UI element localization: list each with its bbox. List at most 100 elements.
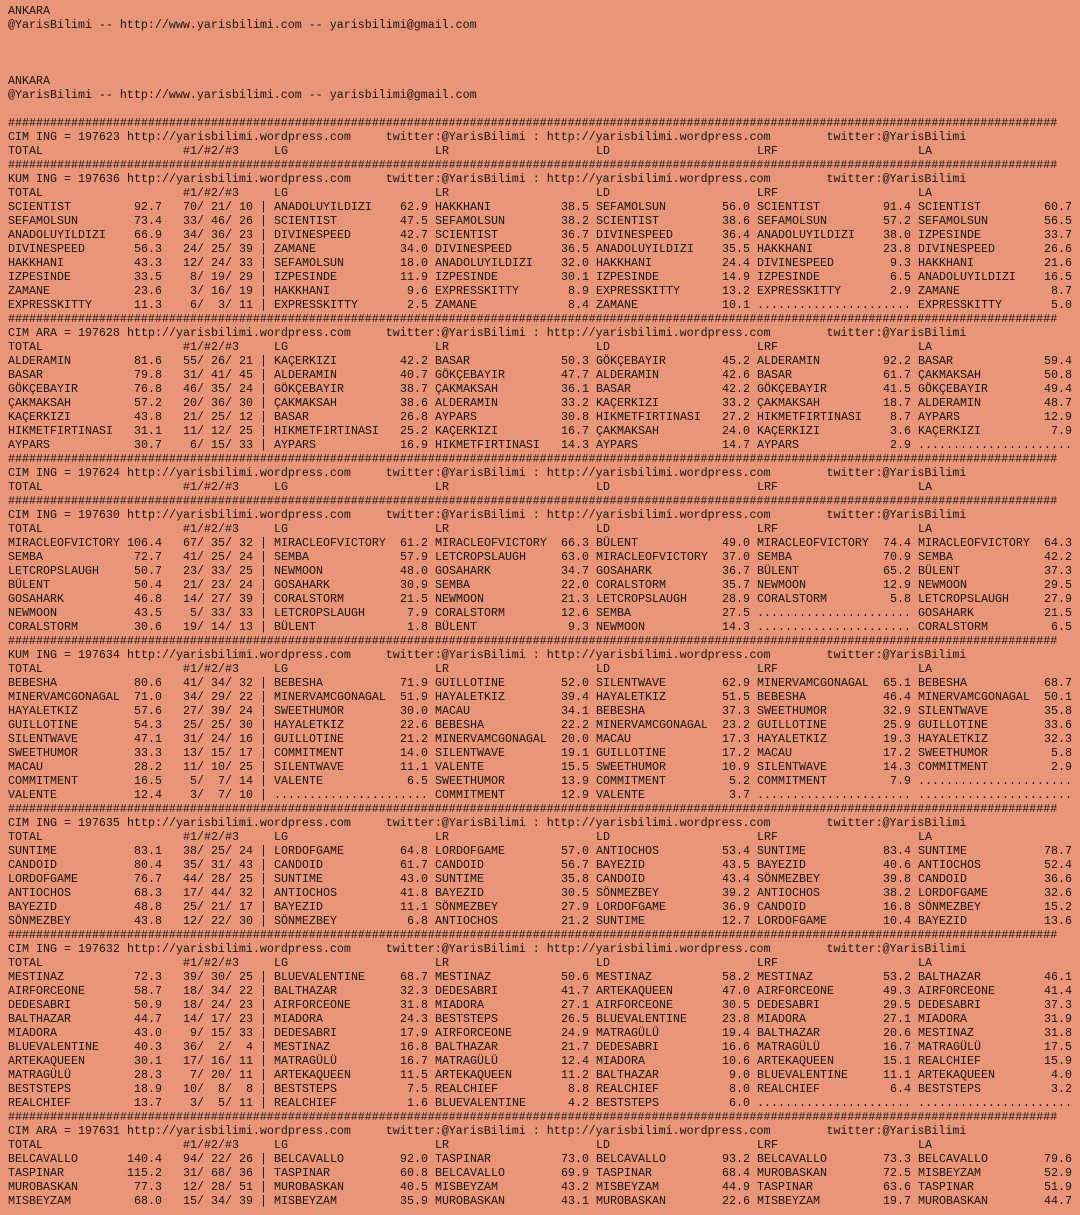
total-score: 44.7 (134, 1012, 162, 1026)
ld-score: 51.5 (722, 690, 750, 704)
lr-score: 27.9 (561, 900, 589, 914)
horse-name: HIKMETFIRTINASI (8, 424, 113, 438)
lr-name: HIKMETFIRTINASI (435, 438, 540, 452)
lr-score: 73.0 (561, 1152, 589, 1166)
lr-name: HAYALETKIZ (435, 690, 505, 704)
lr-score: 30.5 (561, 886, 589, 900)
la-score: 7.9 (1051, 424, 1072, 438)
lrf-name: ARTEKAQUEEN (757, 1054, 834, 1068)
lrf-score: 16.8 (883, 900, 911, 914)
column-divider: | (260, 914, 267, 928)
lr-score: 22.0 (561, 578, 589, 592)
la-name: ÇAKMAKSAH (918, 368, 981, 382)
column-divider: | (260, 382, 267, 396)
total-score: 43.8 (134, 914, 162, 928)
column-header-lrf: LRF (757, 144, 778, 158)
table-row: DIVINESPEED 56.3 24/ 25/ 39 | ZAMANE 34.0 DIVI… (8, 242, 1080, 256)
rank-counts: 41/ 25/ 24 (183, 550, 253, 564)
column-divider: | (260, 1180, 267, 1194)
total-score: 16.5 (134, 774, 162, 788)
column-divider: | (260, 620, 267, 634)
la-name: SEFAMOLSUN (918, 214, 988, 228)
section-header: CIM ING = 197630 http://yarisbilimi.wordp… (8, 508, 1080, 522)
lr-score: 11.2 (561, 1068, 589, 1082)
lg-name: BLUEVALENTINE (274, 970, 365, 984)
ld-name: SEMBA (596, 606, 631, 620)
table-row: MACAU 28.2 11/ 10/ 25 | SILENTWAVE 11.1 VALENT… (8, 760, 1080, 774)
total-score: 80.4 (134, 858, 162, 872)
lr-score: 50.6 (561, 970, 589, 984)
lr-name: TASPINAR (435, 1152, 491, 1166)
race-title: CIM ING = 197623 (8, 130, 120, 144)
lrf-name: GÖKÇEBAYIR (757, 382, 827, 396)
ld-score: 27.5 (722, 606, 750, 620)
la-score: 31.9 (1044, 1012, 1072, 1026)
la-name: SWEETHUMOR (918, 746, 988, 760)
lg-name: BALTHAZAR (274, 984, 337, 998)
lr-name: AIRFORCEONE (435, 1026, 512, 1040)
horse-name: DEDESABRI (8, 998, 71, 1012)
total-score: 43.3 (134, 256, 162, 270)
lrf-score: 16.7 (883, 1040, 911, 1054)
rank-counts: 14/ 27/ 39 (183, 592, 253, 606)
lrf-name: MACAU (757, 746, 792, 760)
rank-counts: 11/ 12/ 25 (183, 424, 253, 438)
column-divider: | (260, 858, 267, 872)
horse-name: BLUEVALENTINE (8, 1040, 99, 1054)
lrf-score: 12.9 (883, 578, 911, 592)
lg-score: 48.0 (400, 564, 428, 578)
column-header-ld: LD (596, 956, 610, 970)
lr-name: BÜLENT (435, 620, 477, 634)
ld-score: 17.3 (722, 732, 750, 746)
ld-score: 58.2 (722, 970, 750, 984)
ld-name: NEWMOON (596, 620, 645, 634)
ld-name: ANTIOCHOS (596, 844, 659, 858)
rank-counts: 35/ 31/ 43 (183, 858, 253, 872)
lrf-name: MUROBASKAN (757, 1166, 827, 1180)
lr-score: 12.4 (561, 1054, 589, 1068)
rank-counts: 55/ 26/ 21 (183, 354, 253, 368)
lr-name: SILENTWAVE (435, 746, 505, 760)
lg-score: 68.7 (400, 970, 428, 984)
city-name: ANKARA (8, 4, 50, 18)
la-name: DIVINESPEED (918, 242, 995, 256)
lr-score: 27.1 (561, 998, 589, 1012)
column-header-ld: LD (596, 186, 610, 200)
column-header-total: TOTAL (8, 662, 43, 676)
lrf-name: NEWMOON (757, 578, 806, 592)
ld-score: 43.5 (722, 858, 750, 872)
lg-score: 42.2 (400, 354, 428, 368)
table-row: MINERVAMCGONAGAL 71.0 34/ 29/ 22 | MINERVAMC… (8, 690, 1080, 704)
la-name: COMMITMENT (918, 760, 988, 774)
rank-counts: 12/ 28/ 51 (183, 1180, 253, 1194)
horse-name: AIRFORCEONE (8, 984, 85, 998)
lr-name: KAÇERKIZI (435, 424, 498, 438)
lr-name: COMMITMENT (435, 788, 505, 802)
table-row: AIRFORCEONE 58.7 18/ 34/ 22 | BALTHAZAR 32.3 D… (8, 984, 1080, 998)
horse-name: LETCROPSLAUGH (8, 564, 99, 578)
lrf-name: ALDERAMIN (757, 354, 820, 368)
ld-name: MISBEYZAM (596, 1180, 659, 1194)
rank-counts: 33/ 46/ 26 (183, 214, 253, 228)
lr-score: 63.0 (561, 550, 589, 564)
total-score: 81.6 (134, 354, 162, 368)
total-score: 115.2 (127, 1166, 162, 1180)
la-name: HAKKHANI (918, 256, 974, 270)
rank-counts: 14/ 17/ 23 (183, 1012, 253, 1026)
la-score: 50.8 (1044, 368, 1072, 382)
column-divider: | (260, 368, 267, 382)
table-row: BLUEVALENTINE 40.3 36/ 2/ 4 | MESTINAZ 16.8 BA… (8, 1040, 1080, 1054)
la-score: 8.7 (1051, 284, 1072, 298)
lrf-name: KAÇERKIZI (757, 424, 820, 438)
horse-name: BESTSTEPS (8, 1082, 71, 1096)
horse-name: SÖNMEZBEY (8, 914, 71, 928)
table-row: VALENTE 12.4 3/ 7/ 10 |....................… (8, 788, 1080, 802)
lg-score: 11.5 (400, 1068, 428, 1082)
la-name: BESTSTEPS (918, 1082, 981, 1096)
ld-name: BÜLENT (596, 536, 638, 550)
city-line: ANKARA (8, 74, 1080, 88)
race-title: CIM ING = 197635 (8, 816, 120, 830)
lg-score: 43.0 (400, 872, 428, 886)
rank-counts: 44/ 28/ 25 (183, 872, 253, 886)
ld-score: 23.8 (722, 1012, 750, 1026)
